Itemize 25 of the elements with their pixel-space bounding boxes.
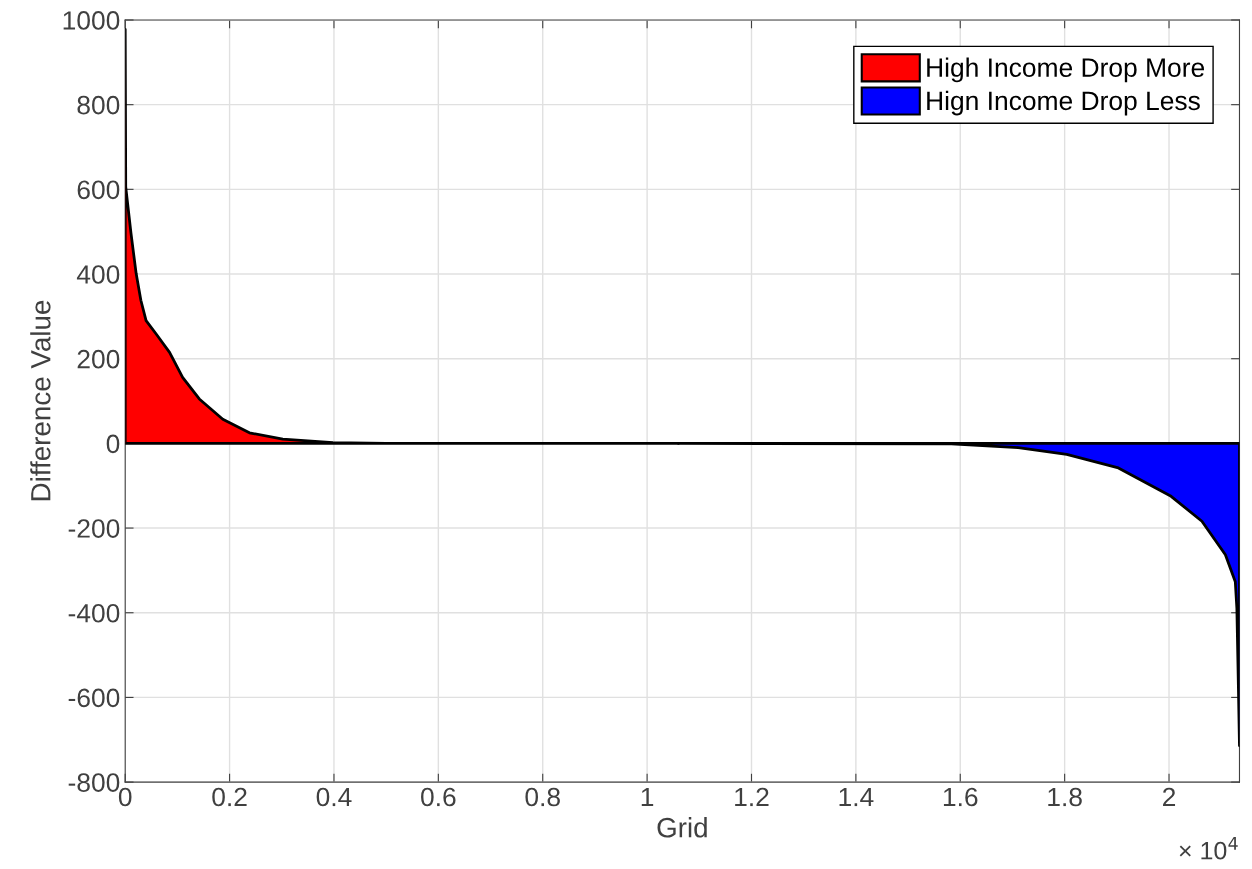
x-tick-label: 0.2 — [212, 787, 247, 807]
legend-label: High Income Drop More — [927, 57, 1205, 83]
x-tick-label: 1.8 — [1048, 787, 1082, 807]
y-tick-label: 0 — [106, 434, 120, 454]
y-axis-title: Difference Value — [30, 300, 51, 501]
y-tick-label: -800 — [68, 773, 120, 792]
y-tick-label: 1000 — [63, 11, 120, 30]
y-tick-label: -400 — [68, 603, 120, 623]
x-tick-label: 1 — [641, 787, 654, 807]
x-tick-label: 0.4 — [316, 787, 352, 807]
legend-label: Hign Income Drop Less — [927, 90, 1200, 116]
y-tick-label: 800 — [77, 95, 120, 115]
text: × 10$^{4}$ — [1179, 836, 1238, 860]
x-axis-title: Grid — [657, 817, 707, 838]
y-tick-label: -600 — [68, 688, 120, 708]
y-tick-label: -200 — [68, 519, 120, 538]
y-tick-label: 200 — [77, 349, 120, 369]
x-tick-label: 2 — [1163, 787, 1176, 807]
y-tick-label: 400 — [76, 265, 120, 284]
x-tick-label: 1.4 — [839, 787, 874, 807]
y-tick-label: 600 — [77, 180, 120, 200]
x-tick-label: 0.6 — [421, 787, 456, 807]
x-tick-label: 0.8 — [525, 787, 560, 807]
x-tick-label: 1.2 — [735, 787, 769, 807]
x-tick-label: 1.6 — [943, 787, 978, 807]
